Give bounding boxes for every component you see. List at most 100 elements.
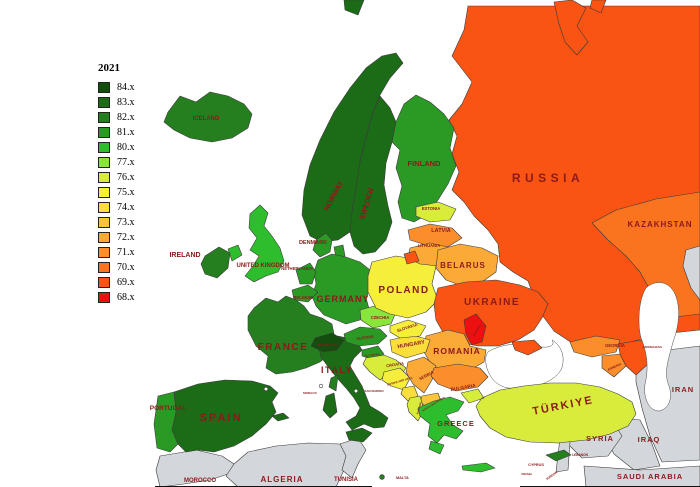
legend-item: 73.x <box>98 217 135 228</box>
legend-item: 76.x <box>98 172 135 183</box>
legend-item: 68.x <box>98 292 135 303</box>
legend-swatch <box>98 112 110 123</box>
label-ireland: IRELAND <box>169 252 200 259</box>
label-armenia: ARMENIA <box>607 362 623 372</box>
legend-swatch <box>98 172 110 183</box>
legend-item: 75.x <box>98 187 135 198</box>
legend-title: 2021 <box>98 62 120 74</box>
label-lithuania: LITHUANIA <box>418 243 441 248</box>
label-bosnia: BOSNIA AND HERZ. <box>387 375 414 386</box>
country-switzerland <box>310 332 345 353</box>
country-central-asia-strip <box>682 245 700 301</box>
label-russia: RUSSIA <box>512 171 584 185</box>
country-denmark <box>312 232 346 259</box>
country-netherlands <box>295 262 317 285</box>
legend-value: 84.x <box>117 82 135 93</box>
label-san-marino: SAN MARINO <box>364 389 384 393</box>
label-slovenia: SLOVENIA <box>365 352 380 358</box>
label-romania: ROMANIA <box>433 346 481 356</box>
legend-value: 70.x <box>117 262 135 273</box>
legend-value: 74.x <box>117 202 135 213</box>
label-jordan: JORDAN <box>545 470 559 481</box>
country-iceland <box>163 91 253 143</box>
monaco-dot <box>318 383 324 389</box>
label-monaco: MONACO <box>303 391 317 395</box>
legend-item: 74.x <box>98 202 135 213</box>
label-hungary: HUNGARY <box>397 340 426 351</box>
label-switzerland: SWITZERLAND <box>317 343 337 347</box>
legend-value: 76.x <box>117 172 135 183</box>
label-algeria: ALGERIA <box>261 475 304 484</box>
label-poland: POLAND <box>378 285 429 296</box>
country-latvia <box>407 223 463 249</box>
label-iraq: IRAQ <box>638 435 661 444</box>
country-united-kingdom <box>227 204 285 283</box>
country-bulgaria <box>430 363 489 392</box>
legend-item: 83.x <box>98 97 135 108</box>
legend-value: 81.x <box>117 127 135 138</box>
label-spain: SPAIN <box>200 412 243 424</box>
legend-value: 75.x <box>117 187 135 198</box>
label-israel: ISRAEL <box>521 472 532 476</box>
legend-swatch <box>98 292 110 303</box>
legend-swatch <box>98 217 110 228</box>
label-netherlands: NETHERLANDS <box>281 266 313 271</box>
legend-item: 72.x <box>98 232 135 243</box>
legend-item: 71.x <box>98 247 135 258</box>
legend-value: 77.x <box>117 157 135 168</box>
label-italy: ITALY <box>321 365 353 375</box>
country-serbia <box>405 356 437 394</box>
legend-swatch <box>98 127 110 138</box>
label-ukraine: UKRAINE <box>464 297 520 308</box>
country-greece <box>417 396 496 473</box>
label-moldova: MOLDOVA <box>472 324 482 337</box>
label-germany: GERMANY <box>316 294 369 304</box>
label-georgia: GEORGIA <box>605 343 625 348</box>
country-corsica <box>328 374 339 392</box>
legend-swatch <box>98 247 110 258</box>
country-turkiye <box>460 382 637 444</box>
legend-item: 82.x <box>98 112 135 123</box>
legend: 2021 84.x 83.x 82.x 81.x 80.x 77.x 76.x … <box>98 62 135 308</box>
legend-item: 80.x <box>98 142 135 153</box>
legend-value: 82.x <box>117 112 135 123</box>
country-portugal <box>153 391 179 453</box>
legend-value: 73.x <box>117 217 135 228</box>
country-slovakia <box>389 319 427 339</box>
country-kaliningrad <box>403 250 420 265</box>
country-crimea <box>511 339 543 356</box>
label-united-kingdom: UNITED KINGDOM <box>237 263 290 269</box>
country-austria <box>343 326 388 347</box>
san-marino-dot <box>353 388 359 394</box>
country-georgia <box>569 335 621 358</box>
legend-swatch <box>98 202 110 213</box>
label-croatia: CROATIA <box>386 361 405 368</box>
country-italy <box>317 335 389 443</box>
legend-value: 72.x <box>117 232 135 243</box>
legend-swatch <box>98 142 110 153</box>
legend-value: 68.x <box>117 292 135 303</box>
country-spain <box>171 379 290 453</box>
caspian-sea <box>638 282 679 412</box>
label-belgium: BELGIUM <box>293 295 313 300</box>
country-morocco <box>155 449 235 487</box>
label-syria: SYRIA <box>586 434 614 443</box>
label-belarus: BELARUS <box>440 261 486 270</box>
legend-swatch <box>98 187 110 198</box>
country-cyprus <box>545 449 572 462</box>
legend-value: 69.x <box>117 277 135 288</box>
label-lebanon: LEBANON <box>572 453 588 457</box>
label-saudi-arabia: SAUDI ARABIA <box>617 472 683 481</box>
country-armenia <box>601 353 627 378</box>
legend-item: 77.x <box>98 157 135 168</box>
label-latvia: LATVIA <box>431 228 450 234</box>
legend-swatch <box>98 97 110 108</box>
country-estonia <box>415 201 457 223</box>
legend-item: 69.x <box>98 277 135 288</box>
label-czechia: CZECHIA <box>371 315 390 320</box>
legend-swatch <box>98 262 110 273</box>
country-belarus <box>435 243 499 287</box>
country-saudi-arabia <box>583 465 700 487</box>
